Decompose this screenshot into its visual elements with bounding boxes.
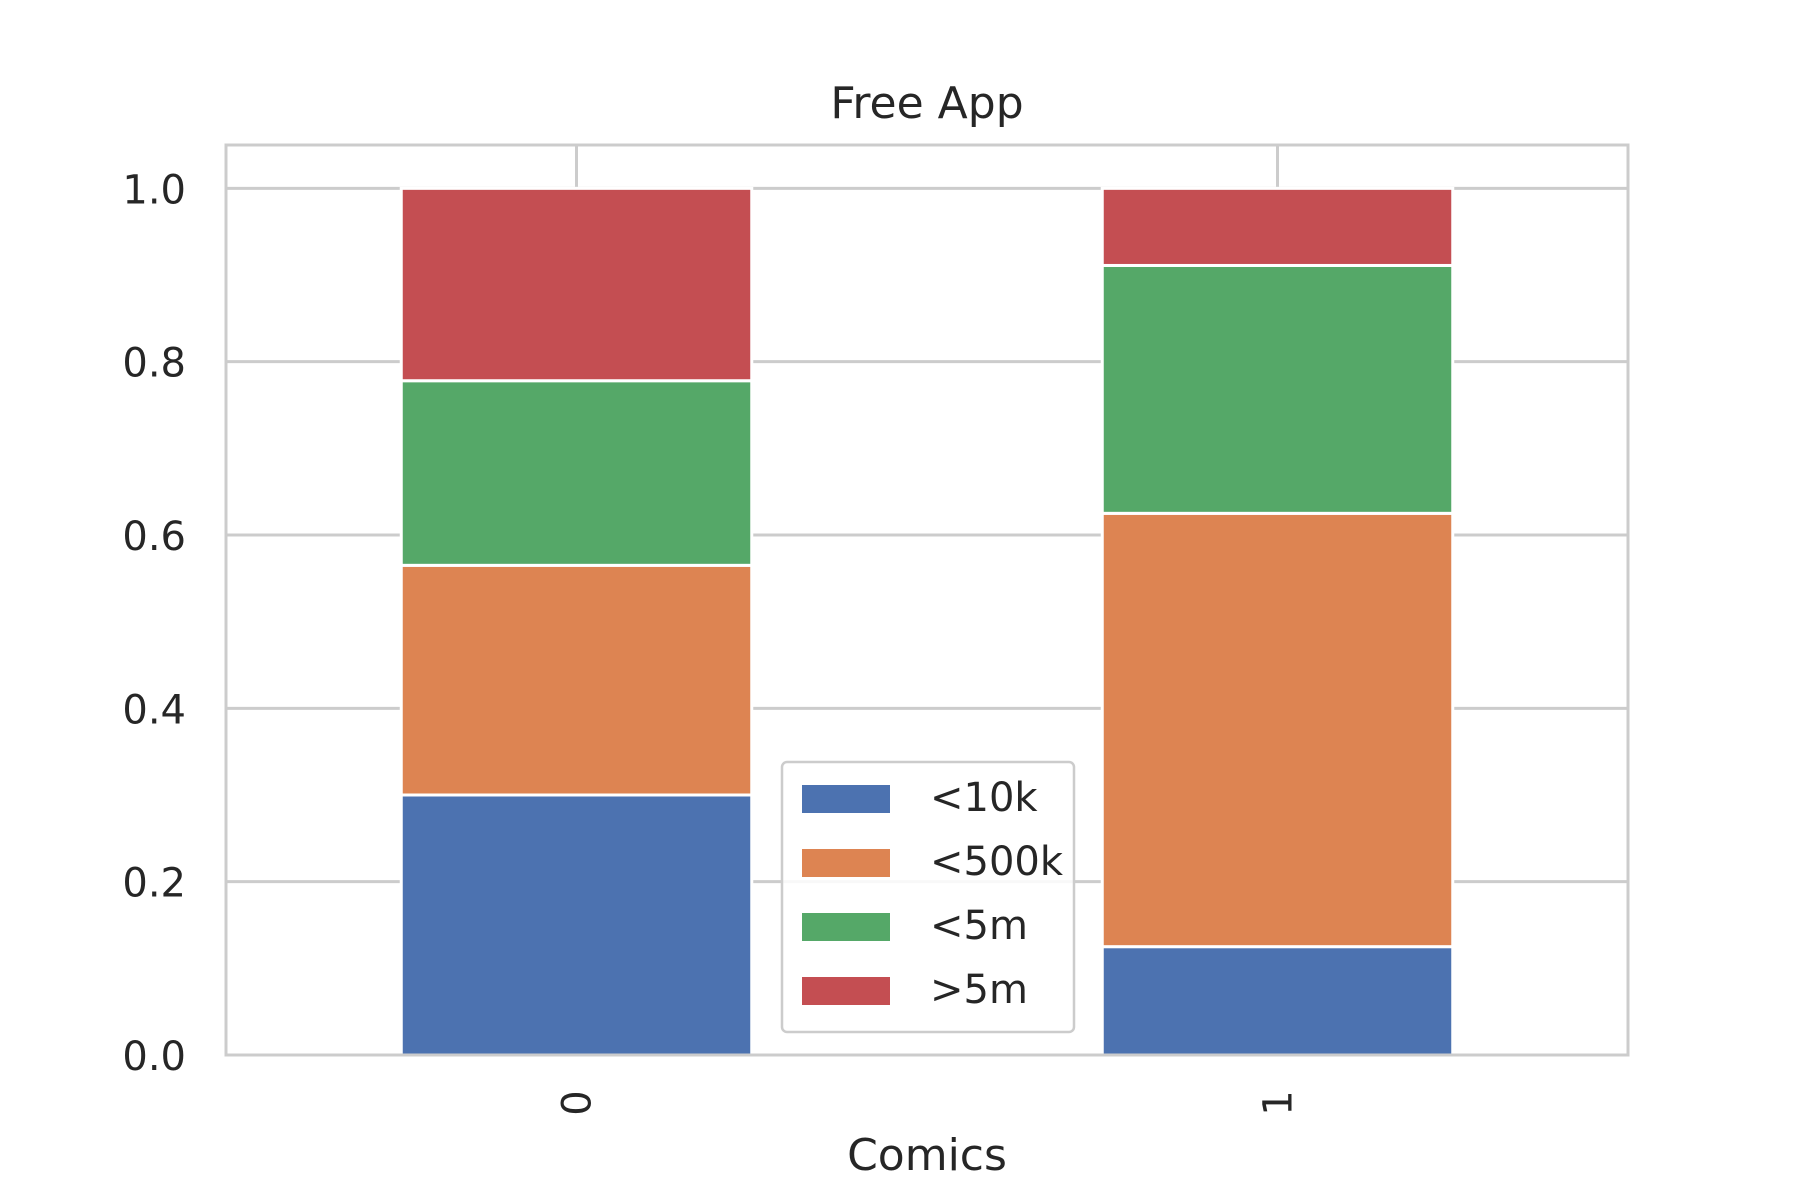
legend-label: <10k [930,775,1038,821]
bar-segment [1100,186,1455,267]
bar-segment [1100,263,1455,515]
y-tick-label: 0.4 [122,687,186,733]
bar-layer [399,186,1455,1057]
plot-frame [224,143,1630,1057]
y-tick-label: 0.8 [122,341,186,387]
y-tick-label: 0.0 [122,1034,186,1080]
y-tick-label: 0.6 [122,514,186,560]
x-axis-label: Comics [847,1130,1007,1181]
bar-segment [399,563,754,797]
legend-swatch [802,785,890,813]
legend-swatch [802,913,890,941]
bar-segment [399,793,754,1057]
bar-segment [1100,945,1455,1057]
x-tick-label: 0 [555,1090,601,1115]
bar-segment [399,379,754,567]
tick-layer: 0.0 0.2 0.4 0.6 0.8 1.0 0 1 [122,167,1301,1115]
bar-segment [1100,511,1455,949]
legend-frame [780,760,1076,1034]
legend-label: >5m [930,967,1028,1013]
legend-swatch [802,849,890,877]
y-tick-label: 0.2 [122,861,186,907]
y-tick-label: 1.0 [122,167,186,213]
bar-segment [399,186,754,383]
x-tick-label: 1 [1256,1090,1302,1115]
legend-label: <5m [930,903,1028,949]
legend-label: <500k [930,839,1064,885]
legend-swatch [802,977,890,1005]
chart-title: Free App [830,78,1023,129]
legend: <10k <500k <5m >5m [780,760,1076,1034]
